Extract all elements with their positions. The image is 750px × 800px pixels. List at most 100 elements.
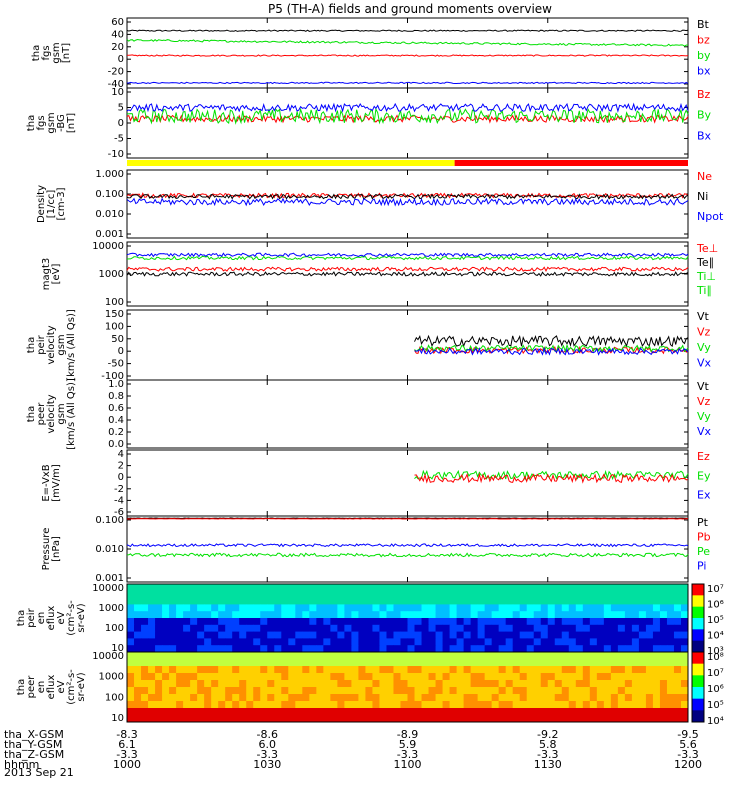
heatmap-cell [190,659,198,667]
heatmap-cell [218,680,226,688]
heatmap-cell [309,652,317,660]
heatmap-cell [267,680,275,688]
heatmap-cell [197,694,205,702]
heatmap-cell [561,659,570,667]
heatmap-cell [505,611,514,619]
heatmap-cell [540,645,549,653]
colorbar-segment [692,663,704,676]
heatmap-cell [442,652,451,660]
heatmap-cell [127,645,135,653]
heatmap-cell [617,666,626,674]
heatmap-cell [603,659,612,667]
heatmap-cell [442,715,451,723]
heatmap-cell [498,631,507,639]
heatmap-cell [253,590,261,599]
heatmap-cell [561,694,570,702]
heatmap-cell [519,597,528,605]
heatmap-cell [316,659,324,667]
heatmap-cell [414,715,423,723]
heatmap-cell [477,618,486,626]
heatmap-cell [512,597,521,605]
heatmap-cell [274,666,282,674]
heatmap-cell [673,659,682,667]
heatmap-cell [267,701,275,709]
heatmap-cell [505,673,514,681]
heatmap-cell [533,694,542,702]
heatmap-cell [197,597,205,605]
heatmap-cell [176,597,184,605]
heatmap-cell [176,673,184,681]
heatmap-cell [197,708,205,716]
heatmap-cell [183,666,191,674]
heatmap-cell [540,597,549,605]
heatmap-cell [316,666,324,674]
heatmap-cell [176,618,184,626]
x-axis-value: 6.0 [259,738,277,751]
heatmap-cell [162,638,170,646]
heatmap-cell [127,659,135,667]
heatmap-cell [617,638,626,646]
heatmap-cell [617,652,626,660]
heatmap-cell [330,584,338,592]
heatmap-cell [148,659,156,667]
heatmap-cell [589,645,598,653]
heatmap-cell [673,604,682,612]
heatmap-cell [575,687,584,695]
heatmap-cell [204,715,212,723]
heatmap-cell [610,708,619,716]
y-axis-label-line: en [36,612,47,625]
y-tick-label: 10 [111,87,124,98]
date-label: 2013 Sep 21 [4,766,74,779]
heatmap-cell [666,659,675,667]
heatmap-cell [253,638,261,646]
heatmap-cell [477,631,486,639]
heatmap-cell [183,673,191,681]
heatmap-cell [680,584,689,592]
heatmap-cell [288,645,296,653]
heatmap-cell [386,618,394,626]
heatmap-cell [498,687,507,695]
heatmap-cell [596,604,605,612]
heatmap-cell [442,680,451,688]
heatmap-cell [645,604,654,612]
heatmap-cell [316,584,324,592]
heatmap-cell [386,708,394,716]
heatmap-cell [659,611,668,619]
heatmap-cell [442,638,451,646]
heatmap-cell [512,701,521,709]
heatmap-cell [631,659,640,667]
heatmap-cell [155,584,163,592]
heatmap-cell [414,590,423,599]
heatmap-cell [155,645,163,653]
heatmap-cell [148,673,156,681]
heatmap-cell [246,611,254,619]
heatmap-cell [470,673,479,681]
heatmap-cell [246,659,254,667]
heatmap-cell [365,680,373,688]
heatmap-cell [344,611,352,619]
heatmap-cell [330,701,338,709]
heatmap-cell [155,618,163,626]
heatmap-cell [267,659,275,667]
heatmap-cell [631,604,640,612]
x-axis-value: -3.3 [677,748,698,761]
heatmap-cell [148,701,156,709]
heatmap-cell [386,584,394,592]
heatmap-cell [568,694,577,702]
legend-entry: Bz [697,88,711,101]
heatmap-cell [365,715,373,723]
heatmap-cell [337,590,345,599]
heatmap-cell [281,708,289,716]
heatmap-cell [631,680,640,688]
heatmap-cell [533,597,542,605]
y-tick-label: 4 [118,449,124,460]
series-line-Te⊥ [126,266,689,273]
heatmap-cell [211,590,219,599]
heatmap-cell [554,618,563,626]
heatmap-cell [344,590,352,599]
heatmap-cell [204,597,212,605]
heatmap-cell [225,611,233,619]
heatmap-cell [253,652,261,660]
heatmap-cell [323,715,331,723]
heatmap-cell [547,680,556,688]
